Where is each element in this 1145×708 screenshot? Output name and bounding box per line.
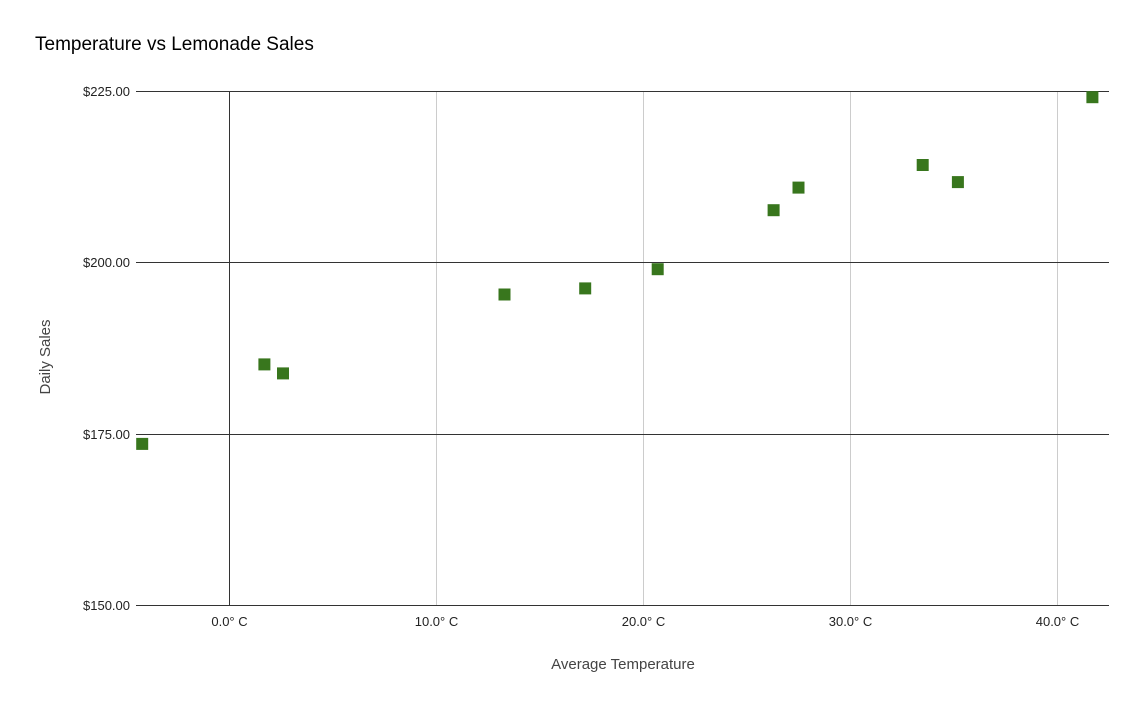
chart-title: Temperature vs Lemonade Sales	[35, 34, 314, 55]
data-point	[258, 358, 271, 371]
y-axis-title: Daily Sales	[37, 319, 54, 394]
y-tick-label: $200.00	[83, 255, 130, 270]
axes	[136, 91, 1109, 606]
grid-lines	[136, 91, 1109, 605]
data-point	[916, 159, 929, 171]
x-tick-label: 20.0° C	[622, 614, 666, 629]
x-axis-title: Average Temperature	[551, 656, 695, 673]
y-tick-label: $150.00	[83, 598, 130, 613]
tick-labels: 0.0° C 10.0° C 20.0° C 30.0° C 40.0° C $150.0…	[83, 84, 1079, 629]
x-tick-label: 40.0° C	[1036, 614, 1080, 629]
data-points	[136, 91, 1099, 450]
data-point	[579, 282, 592, 295]
data-point	[651, 263, 664, 276]
x-tick-label: 30.0° C	[829, 614, 873, 629]
data-point	[767, 204, 780, 217]
data-point	[792, 181, 805, 194]
x-tick-label: 10.0° C	[415, 614, 459, 629]
data-point	[1086, 91, 1099, 104]
data-point	[951, 176, 964, 189]
data-point	[136, 437, 149, 450]
x-tick-label: 0.0° C	[211, 614, 247, 629]
y-tick-label: $225.00	[83, 84, 130, 99]
data-point	[498, 288, 511, 301]
data-point	[277, 367, 289, 380]
y-tick-label: $175.00	[83, 427, 130, 442]
